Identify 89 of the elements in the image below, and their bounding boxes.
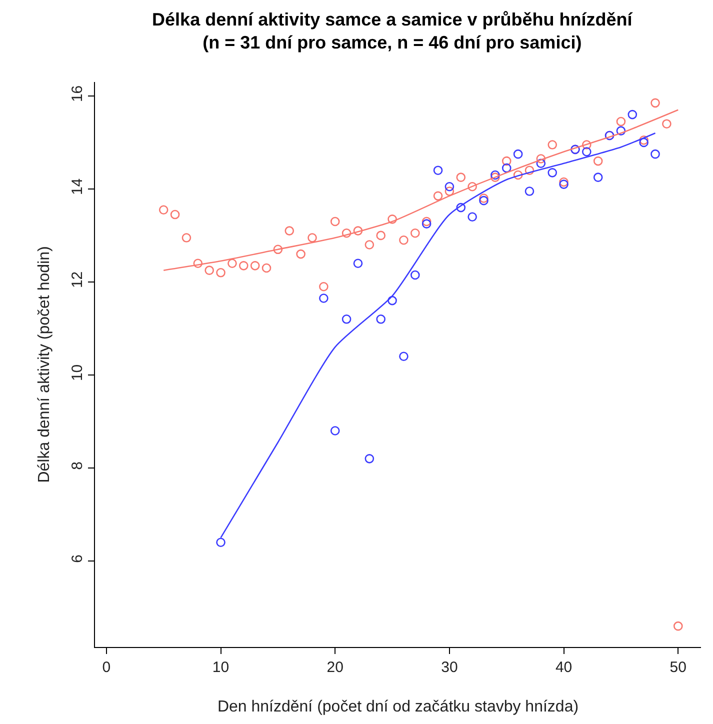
point [650, 98, 660, 108]
point [342, 228, 352, 238]
point [319, 294, 328, 303]
point [193, 258, 203, 268]
x-tick-label: 40 [555, 659, 572, 676]
point [388, 214, 397, 224]
point [353, 258, 363, 268]
point [376, 230, 386, 240]
point [376, 314, 386, 324]
point [513, 170, 523, 180]
point [444, 186, 454, 196]
point [524, 186, 534, 196]
point [582, 140, 592, 150]
point [524, 166, 534, 175]
point [616, 126, 626, 136]
point [262, 263, 272, 273]
point [182, 233, 192, 242]
point [250, 261, 260, 270]
point [364, 454, 374, 464]
x-tick-label: 0 [102, 659, 111, 676]
point [433, 166, 443, 175]
point [468, 212, 477, 222]
chart-title: Délka denní aktivity samce a samice v průběhu hnízdění [152, 9, 634, 30]
point [479, 194, 488, 203]
point [536, 158, 546, 168]
x-tick-label: 10 [212, 659, 230, 676]
point [410, 228, 420, 238]
x-axis-title: Den hnízdění (počet dní od začátku stavby hnízda) [217, 698, 579, 716]
point [548, 168, 558, 178]
y-tick-label: 10 [69, 364, 86, 382]
point [559, 177, 568, 187]
point [399, 235, 408, 245]
y-tick-label: 6 [69, 554, 86, 563]
point [548, 140, 558, 150]
y-tick-label: 14 [69, 178, 86, 196]
point [673, 621, 683, 631]
point [342, 314, 352, 324]
point [216, 538, 226, 548]
point [650, 149, 660, 159]
x-tick-label: 20 [326, 659, 344, 676]
point [628, 110, 638, 120]
point [479, 196, 488, 206]
chart-subtitle: (n = 31 dní pro samce, n = 46 dní pro samici) [202, 32, 582, 53]
point [456, 172, 466, 182]
point [593, 172, 603, 182]
point [502, 163, 512, 173]
point [238, 261, 248, 270]
point [330, 426, 340, 436]
point [616, 116, 626, 126]
point [444, 182, 454, 192]
point [662, 119, 672, 128]
y-tick-label: 12 [69, 271, 86, 288]
point [639, 135, 648, 145]
point [468, 182, 477, 192]
y-axis-title: Délka denní aktivity (počet hodin) [36, 246, 53, 483]
point [422, 216, 432, 226]
point [410, 270, 420, 280]
point [170, 210, 180, 220]
point [490, 170, 500, 180]
point [319, 282, 328, 292]
y-tick-label: 16 [69, 85, 86, 102]
point [158, 205, 168, 215]
point [593, 156, 603, 166]
point [353, 226, 363, 236]
point [559, 180, 568, 189]
point [513, 149, 523, 159]
point [456, 202, 466, 212]
point [273, 244, 283, 254]
point [639, 138, 648, 148]
y-tick-label: 8 [69, 462, 86, 470]
point [216, 268, 226, 278]
point [228, 258, 237, 268]
x-tick-label: 50 [670, 659, 686, 676]
point [308, 233, 317, 242]
point [582, 147, 592, 156]
line-series [162, 109, 679, 271]
point [284, 226, 294, 236]
point [502, 156, 512, 166]
point [364, 240, 374, 250]
point [422, 219, 432, 228]
point [399, 352, 408, 362]
point [330, 216, 340, 226]
point [388, 296, 397, 306]
point [490, 172, 500, 182]
point [536, 154, 546, 164]
point [204, 266, 214, 275]
point [296, 249, 306, 259]
x-tick-label: 30 [441, 659, 458, 676]
point [433, 191, 443, 201]
